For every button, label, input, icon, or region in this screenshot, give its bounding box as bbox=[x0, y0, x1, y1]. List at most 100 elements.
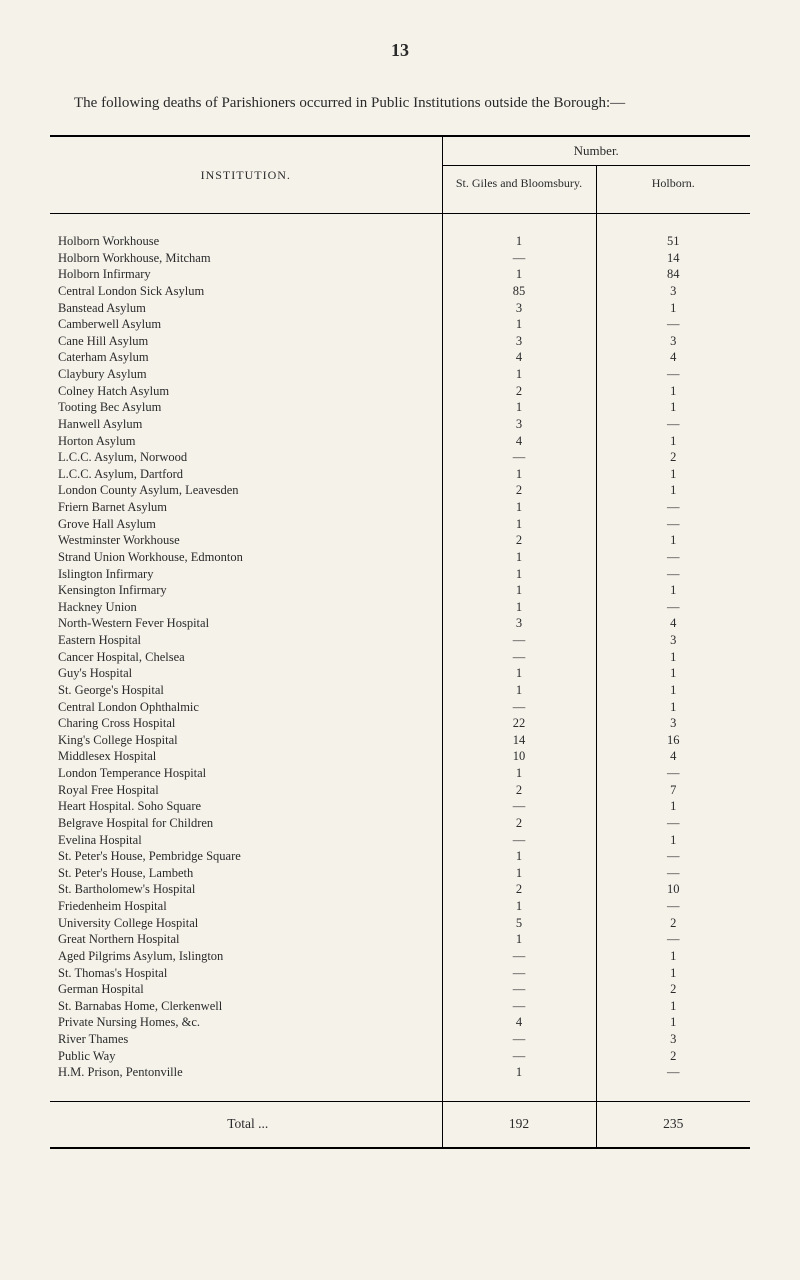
value-holborn: 1 bbox=[596, 666, 750, 683]
value-holborn: 3 bbox=[596, 716, 750, 733]
value-stgiles: 1 bbox=[442, 549, 596, 566]
value-holborn: — bbox=[596, 899, 750, 916]
institution-name: Friern Barnet Asylum bbox=[50, 500, 442, 517]
institution-name: Central London Ophthalmic bbox=[50, 699, 442, 716]
value-holborn: 1 bbox=[596, 699, 750, 716]
table-row: Westminster Workhouse21 bbox=[50, 533, 750, 550]
value-holborn: 7 bbox=[596, 782, 750, 799]
value-holborn: — bbox=[596, 599, 750, 616]
value-stgiles: 1 bbox=[442, 400, 596, 417]
table-row: Caterham Asylum44 bbox=[50, 350, 750, 367]
value-holborn: 3 bbox=[596, 1032, 750, 1049]
institution-name: Eastern Hospital bbox=[50, 633, 442, 650]
value-stgiles: 5 bbox=[442, 915, 596, 932]
institution-name: London County Asylum, Leavesden bbox=[50, 483, 442, 500]
table-row: L.C.C. Asylum, Dartford11 bbox=[50, 466, 750, 483]
value-holborn: — bbox=[596, 516, 750, 533]
value-holborn: 10 bbox=[596, 882, 750, 899]
value-stgiles: 1 bbox=[442, 267, 596, 284]
table-row: German Hospital—2 bbox=[50, 982, 750, 999]
table-row: St. Bartholomew's Hospital210 bbox=[50, 882, 750, 899]
value-stgiles: — bbox=[442, 948, 596, 965]
value-holborn: 1 bbox=[596, 533, 750, 550]
table-row: Central London Sick Asylum853 bbox=[50, 283, 750, 300]
value-stgiles: — bbox=[442, 799, 596, 816]
value-stgiles: 1 bbox=[442, 583, 596, 600]
value-stgiles: — bbox=[442, 1032, 596, 1049]
institution-name: L.C.C. Asylum, Norwood bbox=[50, 450, 442, 467]
value-stgiles: 1 bbox=[442, 865, 596, 882]
table-row: River Thames—3 bbox=[50, 1032, 750, 1049]
value-stgiles: 3 bbox=[442, 616, 596, 633]
institution-name: Central London Sick Asylum bbox=[50, 283, 442, 300]
institution-name: Westminster Workhouse bbox=[50, 533, 442, 550]
value-holborn: 3 bbox=[596, 283, 750, 300]
institution-name: Friedenheim Hospital bbox=[50, 899, 442, 916]
institution-name: St. George's Hospital bbox=[50, 682, 442, 699]
institution-name: Belgrave Hospital for Children bbox=[50, 815, 442, 832]
table-row: Grove Hall Asylum1— bbox=[50, 516, 750, 533]
value-holborn: 1 bbox=[596, 400, 750, 417]
value-stgiles: — bbox=[442, 832, 596, 849]
value-holborn: — bbox=[596, 766, 750, 783]
value-stgiles: 1 bbox=[442, 682, 596, 699]
value-stgiles: — bbox=[442, 1048, 596, 1065]
value-holborn: 1 bbox=[596, 433, 750, 450]
institution-name: Heart Hospital. Soho Square bbox=[50, 799, 442, 816]
table-row: St. Barnabas Home, Clerkenwell—1 bbox=[50, 998, 750, 1015]
table-row: St. Thomas's Hospital—1 bbox=[50, 965, 750, 982]
institution-name: King's College Hospital bbox=[50, 732, 442, 749]
value-holborn: — bbox=[596, 932, 750, 949]
table-row: London Temperance Hospital1— bbox=[50, 766, 750, 783]
institution-name: Cancer Hospital, Chelsea bbox=[50, 649, 442, 666]
institution-name: University College Hospital bbox=[50, 915, 442, 932]
table-row: Colney Hatch Asylum21 bbox=[50, 383, 750, 400]
institution-name: Tooting Bec Asylum bbox=[50, 400, 442, 417]
value-holborn: 1 bbox=[596, 799, 750, 816]
institution-name: Caterham Asylum bbox=[50, 350, 442, 367]
value-holborn: 1 bbox=[596, 466, 750, 483]
table-row: King's College Hospital1416 bbox=[50, 732, 750, 749]
value-holborn: 51 bbox=[596, 234, 750, 251]
value-stgiles: 10 bbox=[442, 749, 596, 766]
value-stgiles: 1 bbox=[442, 500, 596, 517]
value-holborn: 2 bbox=[596, 982, 750, 999]
value-stgiles: 1 bbox=[442, 1065, 596, 1082]
value-stgiles: 3 bbox=[442, 416, 596, 433]
value-holborn: — bbox=[596, 416, 750, 433]
value-stgiles: — bbox=[442, 982, 596, 999]
institution-name: North-Western Fever Hospital bbox=[50, 616, 442, 633]
table-row: Central London Ophthalmic—1 bbox=[50, 699, 750, 716]
institution-name: Holborn Workhouse bbox=[50, 234, 442, 251]
table-row: Cane Hill Asylum33 bbox=[50, 333, 750, 350]
institution-name: Camberwell Asylum bbox=[50, 317, 442, 334]
institution-name: Holborn Workhouse, Mitcham bbox=[50, 250, 442, 267]
value-stgiles: — bbox=[442, 699, 596, 716]
value-stgiles: 4 bbox=[442, 1015, 596, 1032]
table-row: Aged Pilgrims Asylum, Islington—1 bbox=[50, 948, 750, 965]
value-stgiles: 4 bbox=[442, 350, 596, 367]
institution-name: Great Northern Hospital bbox=[50, 932, 442, 949]
table-row: Hackney Union1— bbox=[50, 599, 750, 616]
value-holborn: 4 bbox=[596, 616, 750, 633]
institution-name: Hackney Union bbox=[50, 599, 442, 616]
institution-name: Grove Hall Asylum bbox=[50, 516, 442, 533]
table-row: St. George's Hospital11 bbox=[50, 682, 750, 699]
institution-name: Guy's Hospital bbox=[50, 666, 442, 683]
value-holborn: 2 bbox=[596, 450, 750, 467]
value-stgiles: 22 bbox=[442, 716, 596, 733]
table-row: Friedenheim Hospital1— bbox=[50, 899, 750, 916]
value-stgiles: — bbox=[442, 633, 596, 650]
table-row: University College Hospital52 bbox=[50, 915, 750, 932]
value-stgiles: 1 bbox=[442, 516, 596, 533]
table-row: Kensington Infirmary11 bbox=[50, 583, 750, 600]
value-holborn: — bbox=[596, 549, 750, 566]
value-stgiles: 1 bbox=[442, 599, 596, 616]
value-holborn: 16 bbox=[596, 732, 750, 749]
institution-name: Middlesex Hospital bbox=[50, 749, 442, 766]
institution-name: Public Way bbox=[50, 1048, 442, 1065]
value-stgiles: — bbox=[442, 965, 596, 982]
value-holborn: 1 bbox=[596, 998, 750, 1015]
institution-name: Evelina Hospital bbox=[50, 832, 442, 849]
value-stgiles: 1 bbox=[442, 849, 596, 866]
